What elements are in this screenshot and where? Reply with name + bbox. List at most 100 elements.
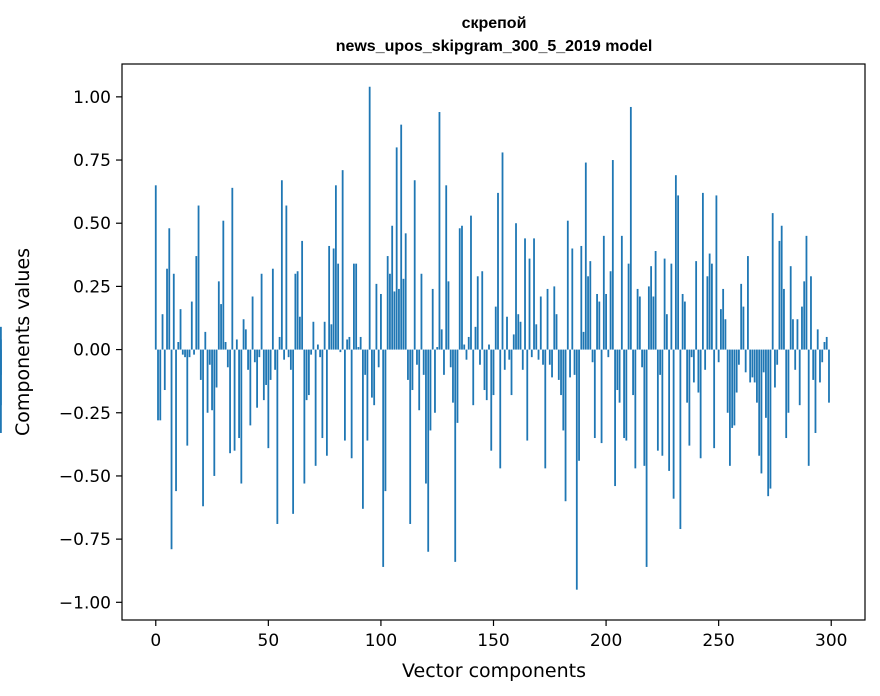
bar <box>186 349 189 446</box>
bar <box>758 349 761 456</box>
bar <box>197 205 200 350</box>
bar <box>188 349 191 358</box>
bar <box>686 349 689 403</box>
x-axis-ticks: 0 50 100 150 200 250 300 <box>150 620 847 651</box>
bar <box>798 349 801 406</box>
bar <box>674 175 677 350</box>
bar <box>562 349 565 431</box>
bar <box>443 349 445 375</box>
bar <box>321 349 324 439</box>
bar <box>652 296 655 350</box>
bar <box>701 192 704 350</box>
bar <box>731 349 734 428</box>
bar <box>296 271 299 350</box>
y-tick-label: 0.25 <box>73 277 111 297</box>
bar <box>409 349 412 524</box>
bar <box>801 306 803 350</box>
y-tick-label: −0.25 <box>59 404 111 424</box>
bar <box>467 336 470 350</box>
bar <box>271 268 274 350</box>
bar <box>438 112 441 350</box>
bar <box>681 293 684 350</box>
bar <box>823 342 826 350</box>
bar <box>620 235 623 350</box>
bar <box>546 288 549 350</box>
bar <box>330 324 333 350</box>
bar <box>211 349 213 411</box>
y-tick-label: 1.00 <box>73 88 111 108</box>
bar <box>580 245 583 350</box>
bar <box>706 276 709 350</box>
bar <box>738 349 740 365</box>
bar <box>672 349 675 499</box>
bar <box>742 306 745 350</box>
bar <box>744 349 747 373</box>
bar <box>337 263 340 350</box>
bar <box>751 349 754 378</box>
bar <box>499 349 502 469</box>
bar <box>389 273 391 350</box>
bar <box>208 349 211 365</box>
bar <box>787 349 790 413</box>
bar <box>560 349 562 396</box>
bar <box>724 319 727 350</box>
x-tick-label: 100 <box>365 631 397 651</box>
bar <box>679 349 682 530</box>
bar <box>634 349 637 469</box>
bar <box>319 349 322 358</box>
bar <box>582 331 585 350</box>
bar <box>740 283 743 350</box>
bar <box>695 261 698 350</box>
bar <box>776 349 779 365</box>
bar <box>357 347 360 350</box>
bar <box>670 263 673 350</box>
bar <box>618 349 621 403</box>
bar <box>756 349 758 403</box>
bar <box>258 349 261 358</box>
bar <box>733 349 736 426</box>
bar <box>708 253 711 350</box>
bar <box>774 349 776 388</box>
bar <box>229 349 231 454</box>
bar <box>375 283 378 350</box>
bar <box>526 349 529 441</box>
bar <box>575 349 578 590</box>
bar <box>519 321 522 350</box>
bar <box>154 185 157 350</box>
bar <box>720 309 722 350</box>
bar <box>199 349 202 380</box>
x-tick-label: 150 <box>477 631 509 651</box>
bar <box>819 349 821 383</box>
bar <box>253 349 256 363</box>
bar <box>294 273 297 350</box>
bar <box>238 349 240 439</box>
bar <box>233 349 236 451</box>
bar <box>307 349 310 396</box>
bar <box>170 349 173 550</box>
bar <box>341 170 344 350</box>
bar <box>359 336 362 350</box>
bar <box>812 349 815 380</box>
bar <box>316 344 319 350</box>
bar <box>749 349 752 383</box>
bar <box>262 349 265 401</box>
bar <box>711 263 713 350</box>
bar <box>334 185 337 350</box>
bar <box>310 349 313 355</box>
bar <box>418 349 421 411</box>
bar <box>0 326 2 350</box>
bar <box>704 349 707 370</box>
bar <box>323 321 326 350</box>
bar <box>278 336 281 350</box>
y-tick-label: −1.00 <box>59 593 111 613</box>
y-axis-label: Components values <box>12 248 34 436</box>
bar <box>524 238 526 350</box>
bar <box>224 342 227 350</box>
bar <box>393 291 396 350</box>
bar <box>677 195 680 350</box>
bar <box>553 286 556 350</box>
bar <box>456 349 459 423</box>
bar <box>416 349 418 365</box>
bar <box>497 192 499 350</box>
